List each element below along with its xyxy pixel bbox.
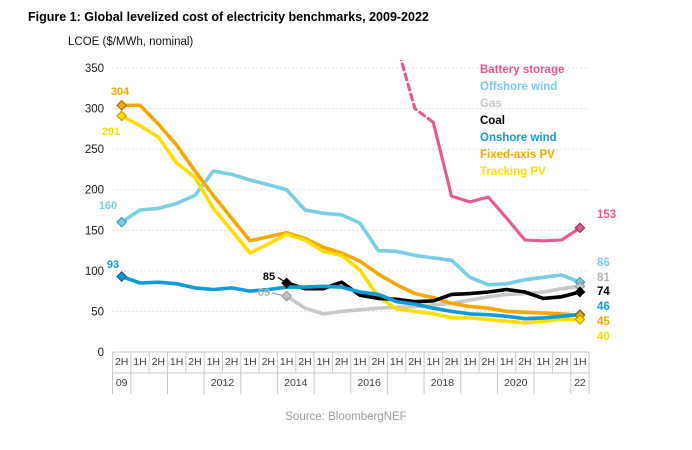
svg-text:40: 40 (597, 331, 610, 343)
svg-text:2018: 2018 (431, 377, 455, 389)
svg-text:1H: 1H (537, 356, 550, 368)
svg-text:1H: 1H (573, 356, 586, 368)
svg-text:200: 200 (85, 185, 104, 197)
svg-text:69: 69 (258, 287, 270, 299)
svg-text:50: 50 (91, 306, 104, 318)
legend-item-gas: Gas (480, 98, 502, 110)
svg-text:250: 250 (85, 144, 104, 156)
svg-text:2H: 2H (445, 356, 458, 368)
svg-text:1H: 1H (390, 356, 403, 368)
svg-text:1H: 1H (133, 356, 146, 368)
svg-text:1H: 1H (280, 356, 293, 368)
svg-text:2H: 2H (262, 356, 275, 368)
svg-text:2H: 2H (298, 356, 311, 368)
svg-text:1H: 1H (353, 356, 366, 368)
svg-text:22: 22 (574, 377, 586, 389)
svg-text:291: 291 (102, 126, 120, 138)
svg-text:2012: 2012 (211, 377, 235, 389)
svg-text:1H: 1H (243, 356, 256, 368)
legend-item-battery-storage: Battery storage (480, 64, 565, 76)
svg-text:93: 93 (107, 259, 119, 271)
svg-text:74: 74 (597, 286, 610, 298)
svg-text:2H: 2H (518, 356, 531, 368)
svg-text:1H: 1H (500, 356, 513, 368)
svg-text:2020: 2020 (504, 377, 528, 389)
svg-text:2H: 2H (335, 356, 348, 368)
source-attribution: Source: BloombergNEF (285, 411, 407, 423)
svg-text:1H: 1H (463, 356, 476, 368)
legend-item-coal: Coal (480, 115, 505, 127)
chart-legend: Battery storage Offshore wind Gas Coal O… (480, 62, 564, 181)
svg-text:2H: 2H (408, 356, 421, 368)
svg-text:153: 153 (597, 209, 616, 221)
svg-text:81: 81 (597, 272, 610, 284)
svg-text:2014: 2014 (284, 377, 308, 389)
svg-text:46: 46 (597, 301, 610, 313)
svg-text:150: 150 (85, 225, 104, 237)
svg-text:350: 350 (85, 63, 104, 75)
svg-text:304: 304 (111, 86, 130, 98)
svg-text:45: 45 (597, 316, 610, 328)
legend-item-fixed-axis-pv: Fixed-axis PV (480, 149, 555, 161)
svg-text:0: 0 (98, 347, 104, 359)
svg-text:1H: 1H (317, 356, 330, 368)
svg-text:2H: 2H (115, 356, 128, 368)
svg-text:09: 09 (116, 377, 128, 389)
legend-item-offshore-wind: Offshore wind (480, 81, 558, 93)
svg-text:2H: 2H (372, 356, 385, 368)
svg-text:100: 100 (85, 266, 104, 278)
legend-item-onshore-wind: Onshore wind (480, 132, 557, 144)
svg-text:85: 85 (263, 271, 275, 283)
svg-text:1H: 1H (207, 356, 220, 368)
svg-text:1H: 1H (427, 356, 440, 368)
axis-unit-label: LCOE ($/MWh, nominal) (68, 36, 194, 48)
legend-item-tracking-pv: Tracking PV (480, 166, 546, 178)
svg-text:2H: 2H (188, 356, 201, 368)
svg-text:300: 300 (85, 104, 104, 116)
svg-text:2H: 2H (555, 356, 568, 368)
svg-text:2016: 2016 (357, 377, 381, 389)
svg-text:2H: 2H (152, 356, 165, 368)
svg-text:1H: 1H (170, 356, 183, 368)
svg-text:160: 160 (99, 200, 117, 212)
svg-text:2H: 2H (225, 356, 238, 368)
figure-title: Figure 1: Global levelized cost of elect… (28, 10, 429, 24)
svg-text:2H: 2H (482, 356, 495, 368)
svg-text:86: 86 (597, 257, 610, 269)
